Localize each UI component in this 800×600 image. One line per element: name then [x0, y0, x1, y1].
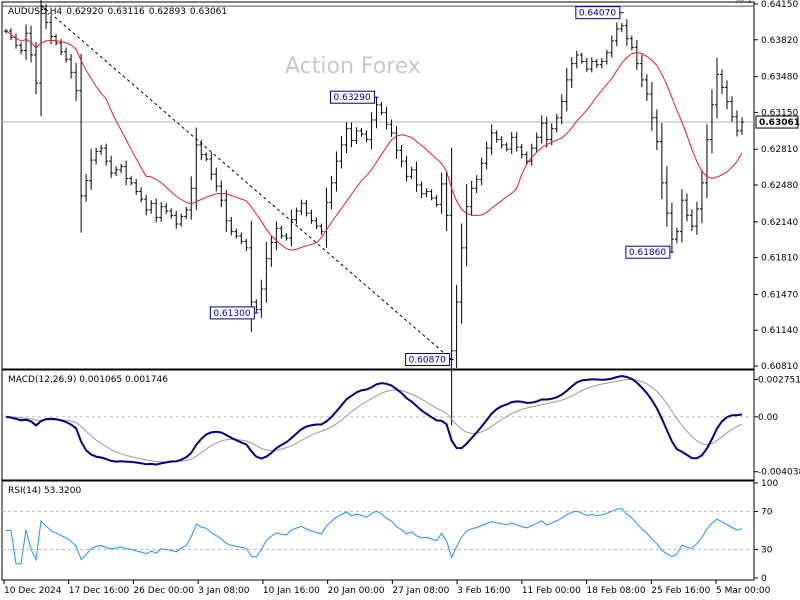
- macd-signal-line: [5, 378, 743, 463]
- rsi-header: RSI(14) 53.3200: [8, 486, 81, 496]
- x-tick-label: 3 Jan 08:00: [198, 586, 250, 596]
- x-tick-label: 20 Jan 00:00: [328, 586, 385, 596]
- annotation-box: [405, 352, 451, 366]
- macd-header: MACD(12,26,9) 0.001065 0.001746: [8, 375, 168, 385]
- x-tick-label: 25 Feb 16:00: [651, 586, 710, 596]
- price-tick-label: 0.63480: [761, 73, 798, 83]
- price-tick-label: 0.62810: [761, 145, 798, 155]
- annotation-label: 0.60870: [409, 355, 446, 365]
- fib-level-label: 38.2: [734, 0, 752, 5]
- annotation-label: 0.61300: [213, 309, 250, 319]
- macd-tick-label: -0.004038: [758, 468, 800, 478]
- x-tick-label: 3 Feb 16:00: [457, 586, 511, 596]
- x-tick-label: 17 Dec 16:00: [69, 586, 130, 596]
- annotation-label: 0.63290: [334, 93, 371, 103]
- price-header: AUDUSD,H4 0.62920 0.63116 0.62893 0.63061: [8, 7, 227, 17]
- price-tick-label: 0.61140: [761, 326, 798, 336]
- x-tick-label: 26 Dec 00:00: [133, 586, 194, 596]
- current-price-label: 0.63061: [759, 118, 800, 128]
- macd-line: [5, 374, 743, 466]
- price-tick-label: 0.63150: [761, 108, 798, 118]
- annotation-box: [625, 245, 671, 259]
- macd-tick-label: 0.002751: [758, 375, 800, 385]
- annotation-box: [330, 90, 376, 104]
- price-tick-label: 0.61470: [761, 290, 798, 300]
- rsi-tick-label: 30: [761, 546, 773, 556]
- price-tick-label: 0.60810: [761, 362, 798, 372]
- price-tick-label: 0.62480: [761, 181, 798, 191]
- x-tick-label: 11 Feb 00:00: [522, 586, 581, 596]
- annotation-box: [209, 306, 255, 320]
- x-tick-label: 27 Jan 08:00: [392, 586, 449, 596]
- rsi-panel: [1, 480, 755, 581]
- rsi-tick-label: 0: [761, 574, 767, 584]
- current-price-box: [755, 115, 799, 129]
- macd-tick-label: 0.00: [758, 413, 778, 423]
- moving-average-line: [5, 30, 743, 251]
- x-tick-label: 18 Feb 08:00: [587, 586, 646, 596]
- price-tick-label: 0.63820: [761, 36, 798, 46]
- x-tick-label: 10 Dec 2024: [4, 586, 62, 596]
- price-tick-label: 0.61810: [761, 254, 798, 264]
- annotation-box: [575, 6, 621, 20]
- annotation-label: 0.61860: [629, 248, 666, 258]
- watermark: Action Forex: [285, 54, 421, 79]
- annotation-label: 0.64070: [579, 9, 616, 19]
- rsi-tick-label: 100: [761, 479, 778, 489]
- x-tick-label: 10 Jan 16:00: [263, 586, 320, 596]
- rsi-line: [6, 508, 743, 565]
- macd-panel: [1, 369, 755, 481]
- trendline: [40, 4, 452, 360]
- rsi-tick-label: 70: [761, 508, 773, 518]
- x-tick-label: 5 Mar 00:00: [716, 586, 771, 596]
- price-tick-label: 0.62140: [761, 218, 798, 228]
- price-tick-label: 0.64150: [761, 0, 798, 10]
